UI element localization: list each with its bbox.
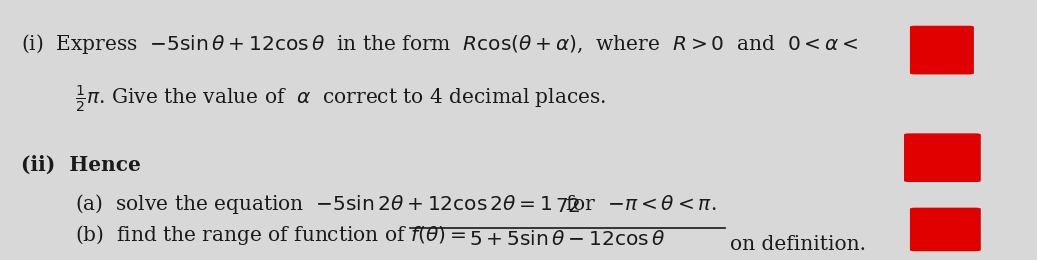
FancyBboxPatch shape [909, 208, 981, 251]
Text: (a)  solve the equation  $-5\sin 2\theta + 12\cos 2\theta = 1$  for  $-\pi < \th: (a) solve the equation $-5\sin 2\theta +… [76, 192, 717, 216]
Text: $5 + 5\sin\theta - 12\cos\theta$: $5 + 5\sin\theta - 12\cos\theta$ [470, 230, 666, 249]
FancyBboxPatch shape [909, 26, 974, 74]
Text: (i)  Express  $-5\sin\theta + 12\cos\theta$  in the form  $R\cos(\theta + \alpha: (i) Express $-5\sin\theta + 12\cos\theta… [21, 32, 859, 56]
Text: (b)  find the range of function of $f(\theta) = $: (b) find the range of function of $f(\th… [76, 223, 467, 247]
Text: $\frac{1}{2}\pi$. Give the value of  $\alpha$  correct to 4 decimal places.: $\frac{1}{2}\pi$. Give the value of $\al… [76, 83, 607, 114]
Text: (ii)  Hence: (ii) Hence [21, 155, 141, 175]
Text: on definition.: on definition. [730, 235, 866, 254]
Text: $72$: $72$ [555, 197, 581, 216]
FancyBboxPatch shape [904, 133, 981, 182]
